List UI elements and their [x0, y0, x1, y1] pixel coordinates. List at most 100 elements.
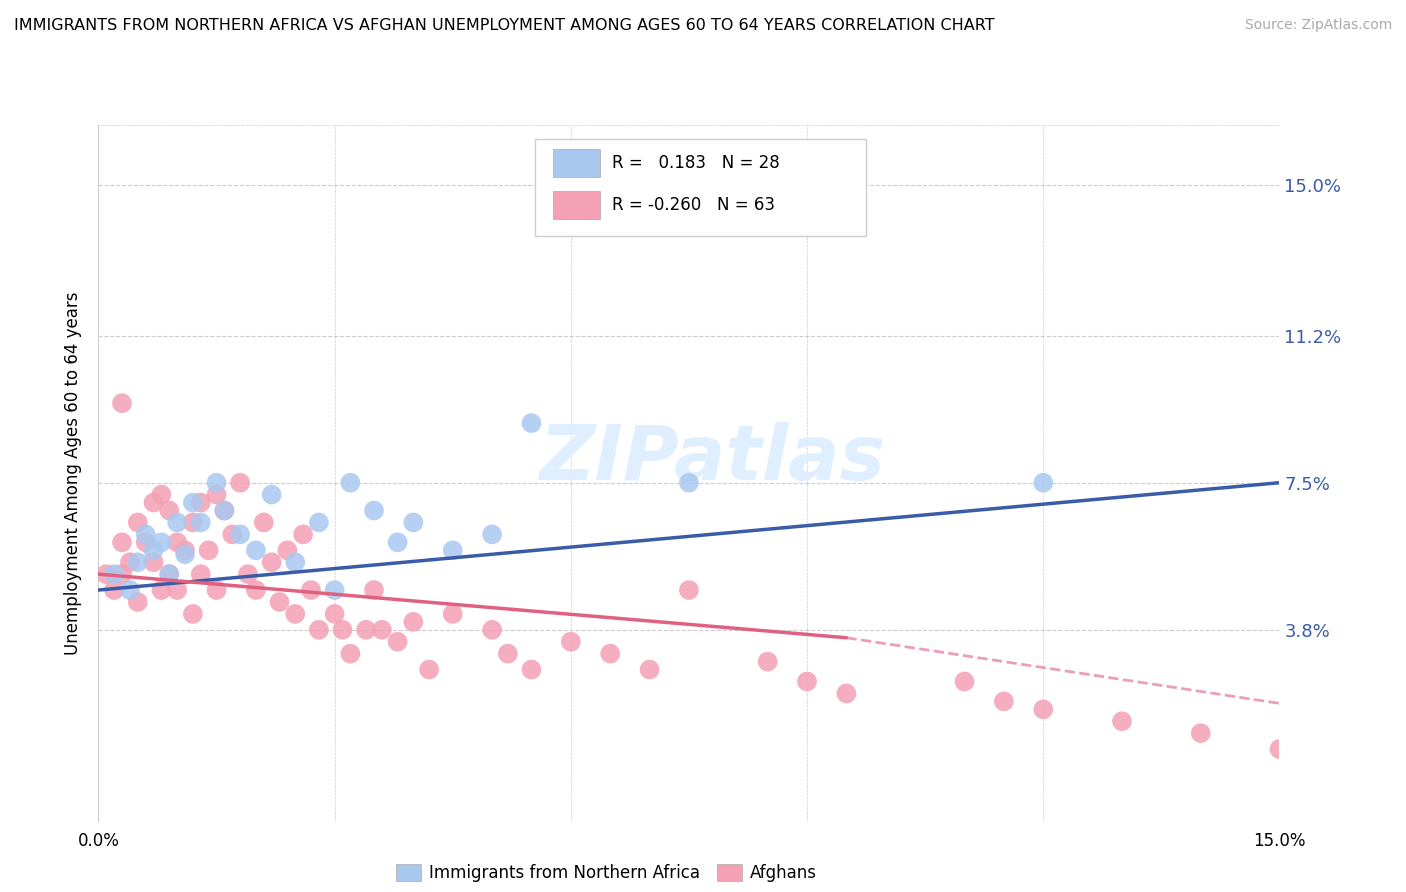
Point	[363, 503, 385, 517]
Point	[181, 607, 204, 621]
Point	[339, 647, 361, 661]
Point	[339, 475, 361, 490]
Point	[371, 623, 394, 637]
Point	[441, 607, 464, 621]
Point	[150, 535, 173, 549]
Point	[308, 516, 330, 530]
Text: R =   0.183   N = 28: R = 0.183 N = 28	[612, 154, 780, 172]
Point	[835, 686, 858, 700]
Point	[127, 595, 149, 609]
Point	[166, 535, 188, 549]
Legend: Immigrants from Northern Africa, Afghans: Immigrants from Northern Africa, Afghans	[389, 857, 824, 888]
Point	[276, 543, 298, 558]
Point	[103, 582, 125, 597]
Point	[157, 503, 180, 517]
Point	[496, 647, 519, 661]
Point	[402, 615, 425, 629]
Point	[245, 543, 267, 558]
Point	[308, 623, 330, 637]
Point	[418, 663, 440, 677]
Point	[142, 495, 165, 509]
FancyBboxPatch shape	[553, 149, 600, 177]
Point	[118, 582, 141, 597]
Point	[441, 543, 464, 558]
Point	[402, 516, 425, 530]
Point	[387, 535, 409, 549]
Point	[678, 475, 700, 490]
Point	[150, 488, 173, 502]
Point	[520, 416, 543, 430]
Point	[323, 582, 346, 597]
Point	[269, 595, 291, 609]
Point	[205, 475, 228, 490]
Point	[387, 634, 409, 648]
Point	[135, 527, 157, 541]
Point	[1189, 726, 1212, 740]
Point	[253, 516, 276, 530]
Point	[142, 555, 165, 569]
Point	[103, 567, 125, 582]
Point	[520, 663, 543, 677]
Point	[1032, 475, 1054, 490]
Point	[111, 396, 134, 410]
Point	[332, 623, 354, 637]
Point	[190, 567, 212, 582]
Point	[560, 634, 582, 648]
Point	[174, 543, 197, 558]
Point	[127, 555, 149, 569]
Point	[284, 555, 307, 569]
Point	[245, 582, 267, 597]
Point	[111, 535, 134, 549]
Point	[214, 503, 236, 517]
Point	[260, 488, 283, 502]
Point	[197, 543, 219, 558]
Point	[229, 527, 252, 541]
Text: Source: ZipAtlas.com: Source: ZipAtlas.com	[1244, 18, 1392, 32]
Y-axis label: Unemployment Among Ages 60 to 64 years: Unemployment Among Ages 60 to 64 years	[63, 291, 82, 655]
Point	[214, 503, 236, 517]
FancyBboxPatch shape	[553, 191, 600, 219]
Point	[118, 555, 141, 569]
Point	[299, 582, 322, 597]
Point	[481, 527, 503, 541]
FancyBboxPatch shape	[536, 139, 866, 236]
Point	[1268, 742, 1291, 756]
Point	[205, 488, 228, 502]
Point	[174, 547, 197, 561]
Point	[236, 567, 259, 582]
Point	[221, 527, 243, 541]
Text: R = -0.260   N = 63: R = -0.260 N = 63	[612, 196, 775, 214]
Point	[229, 475, 252, 490]
Point	[181, 516, 204, 530]
Point	[292, 527, 315, 541]
Point	[1032, 702, 1054, 716]
Point	[142, 543, 165, 558]
Point	[796, 674, 818, 689]
Point	[323, 607, 346, 621]
Point	[96, 567, 118, 582]
Point	[190, 516, 212, 530]
Point	[481, 623, 503, 637]
Point	[953, 674, 976, 689]
Point	[190, 495, 212, 509]
Point	[135, 535, 157, 549]
Text: IMMIGRANTS FROM NORTHERN AFRICA VS AFGHAN UNEMPLOYMENT AMONG AGES 60 TO 64 YEARS: IMMIGRANTS FROM NORTHERN AFRICA VS AFGHA…	[14, 18, 994, 33]
Point	[1111, 714, 1133, 729]
Point	[354, 623, 377, 637]
Point	[993, 694, 1015, 708]
Point	[363, 582, 385, 597]
Point	[638, 663, 661, 677]
Point	[157, 567, 180, 582]
Point	[678, 582, 700, 597]
Point	[260, 555, 283, 569]
Point	[166, 582, 188, 597]
Point	[157, 567, 180, 582]
Point	[127, 516, 149, 530]
Text: ZIPatlas: ZIPatlas	[540, 422, 886, 496]
Point	[284, 607, 307, 621]
Point	[166, 516, 188, 530]
Point	[181, 495, 204, 509]
Point	[111, 567, 134, 582]
Point	[756, 655, 779, 669]
Point	[599, 647, 621, 661]
